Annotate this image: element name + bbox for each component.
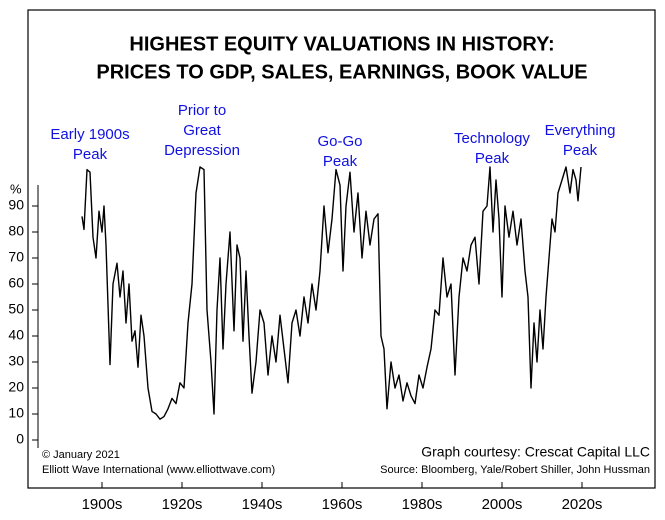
annotation: Peak	[323, 153, 358, 170]
annotation: Peak	[475, 150, 510, 167]
annotation: Technology	[454, 130, 530, 147]
annotation: Go-Go	[317, 133, 362, 150]
annotation: Great	[183, 122, 221, 139]
annotation: Prior to	[178, 102, 226, 119]
annotation: Peak	[73, 146, 108, 163]
y-tick-label: 40	[8, 327, 24, 343]
data-line	[81, 166, 582, 420]
y-tick-label: 30	[8, 353, 24, 369]
x-tick-label: 2000s	[482, 496, 523, 513]
chart-subtitle: PRICES TO GDP, SALES, EARNINGS, BOOK VAL…	[96, 61, 587, 83]
note: Elliott Wave International (www.elliottw…	[42, 464, 275, 476]
x-tick-label: 1960s	[322, 496, 363, 513]
chart-title: HIGHEST EQUITY VALUATIONS IN HISTORY:	[129, 33, 554, 55]
note: © January 2021	[42, 449, 120, 461]
y-tick-label: 20	[8, 379, 24, 395]
y-tick-label: 90	[8, 197, 24, 213]
y-tick-label: 0	[16, 431, 24, 447]
annotation: Peak	[563, 142, 598, 159]
source: Source: Bloomberg, Yale/Robert Shiller, …	[380, 464, 650, 476]
x-tick-label: 1940s	[242, 496, 283, 513]
annotation: Early 1900s	[50, 126, 129, 143]
annotation: Depression	[164, 142, 240, 159]
annotation: Everything	[545, 122, 616, 139]
y-tick-label: 60	[8, 275, 24, 291]
y-tick-label: 50	[8, 301, 24, 317]
y-tick-label: 10	[8, 405, 24, 421]
x-tick-label: 1980s	[402, 496, 443, 513]
x-tick-label: 1900s	[82, 496, 123, 513]
y-tick-label: 80	[8, 223, 24, 239]
y-tick-label: 70	[8, 249, 24, 265]
x-tick-label: 1920s	[162, 496, 203, 513]
y-axis-label: %	[10, 181, 22, 196]
x-tick-label: 2020s	[562, 496, 603, 513]
credit: Graph courtesy: Crescat Capital LLC	[421, 444, 650, 460]
